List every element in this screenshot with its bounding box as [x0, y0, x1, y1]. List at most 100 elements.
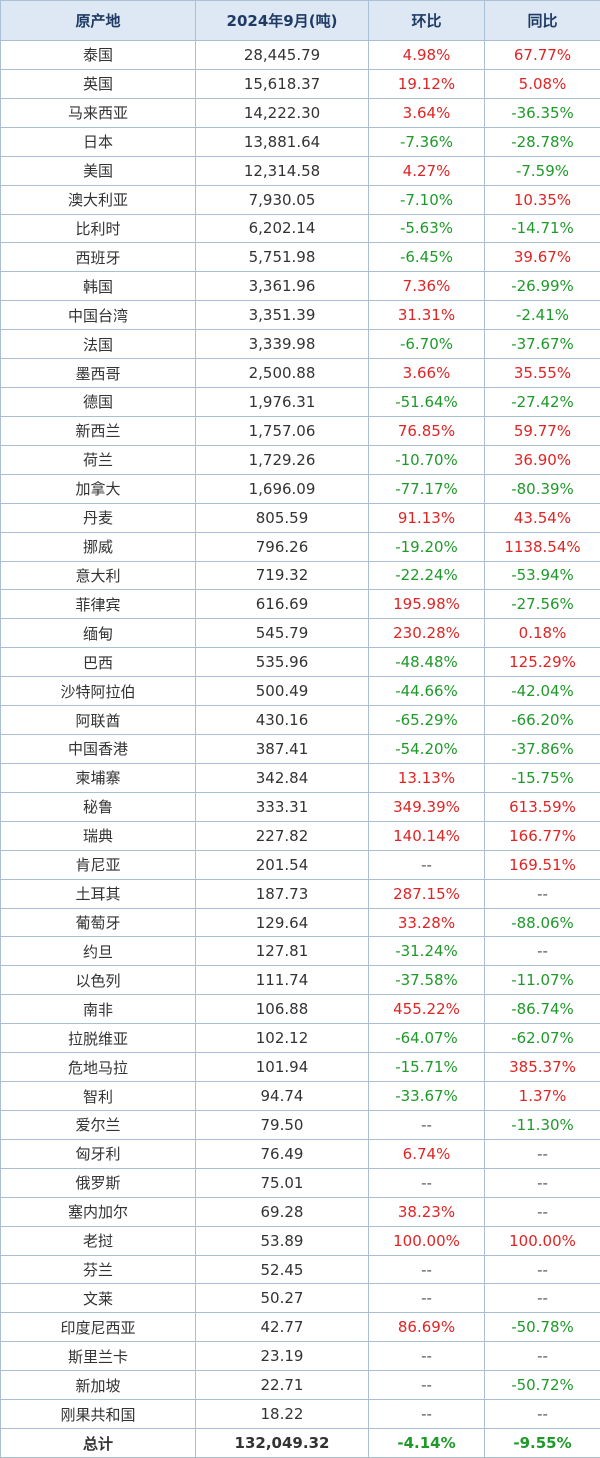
- table-cell: 1138.54%: [485, 533, 600, 562]
- table-cell: 79.50: [196, 1110, 369, 1140]
- table-cell: 125.29%: [485, 648, 600, 678]
- table-cell: 原产地: [1, 1, 196, 41]
- table-cell: 5.08%: [485, 70, 600, 99]
- table-cell: 69.28: [196, 1197, 369, 1227]
- table-cell: 美国: [1, 156, 196, 186]
- table-cell: -7.59%: [485, 157, 600, 186]
- table-cell: 13,881.64: [196, 127, 369, 157]
- table-cell: -42.04%: [485, 677, 600, 707]
- table-cell: --: [485, 937, 600, 967]
- table-cell: 缅甸: [1, 619, 196, 649]
- table-cell: -50.78%: [485, 1313, 600, 1343]
- table-cell: 545.79: [196, 619, 369, 649]
- table-cell: -15.75%: [485, 764, 600, 793]
- table-cell: 日本: [1, 127, 196, 157]
- table-cell: 719.32: [196, 561, 369, 591]
- table-cell: -11.30%: [485, 1111, 600, 1140]
- table-cell: -65.29%: [369, 706, 485, 736]
- table-cell: 387.41: [196, 735, 369, 764]
- table-cell: -4.14%: [369, 1429, 485, 1458]
- table-cell: --: [369, 850, 485, 880]
- table-cell: 沙特阿拉伯: [1, 677, 196, 707]
- table-cell: --: [485, 1342, 600, 1372]
- table-cell: --: [485, 1284, 600, 1314]
- table-cell: 613.59%: [485, 793, 600, 822]
- table-cell: 环比: [369, 1, 485, 41]
- table-cell: -14.71%: [485, 215, 600, 244]
- table-cell: 385.37%: [485, 1053, 600, 1083]
- table-cell: -64.07%: [369, 1024, 485, 1054]
- table-cell: 36.90%: [485, 446, 600, 475]
- table-cell: --: [369, 1255, 485, 1285]
- table-cell: 5,751.98: [196, 243, 369, 273]
- table-cell: -5.63%: [369, 214, 485, 244]
- table-cell: 106.88: [196, 995, 369, 1025]
- table-cell: 韩国: [1, 272, 196, 302]
- table-cell: 169.51%: [485, 851, 600, 880]
- table-cell: 33.28%: [369, 908, 485, 938]
- table-cell: -19.20%: [369, 532, 485, 562]
- table-cell: 1,696.09: [196, 474, 369, 504]
- table-cell: 中国台湾: [1, 301, 196, 331]
- table-cell: 西班牙: [1, 243, 196, 273]
- table-cell: -15.71%: [369, 1053, 485, 1083]
- table-cell: -26.99%: [485, 272, 600, 302]
- table-cell: -10.70%: [369, 445, 485, 475]
- table-cell: 墨西哥: [1, 359, 196, 389]
- table-cell: 76.49: [196, 1139, 369, 1169]
- table-cell: -77.17%: [369, 474, 485, 504]
- table-cell: 6,202.14: [196, 214, 369, 244]
- table-cell: 187.73: [196, 879, 369, 909]
- table-cell: 535.96: [196, 648, 369, 678]
- table-cell: 166.77%: [485, 822, 600, 851]
- table-cell: 挪威: [1, 532, 196, 562]
- table-cell: -51.64%: [369, 388, 485, 417]
- table-cell: 文莱: [1, 1284, 196, 1314]
- table-cell: -66.20%: [485, 706, 600, 736]
- table-cell: -6.70%: [369, 330, 485, 360]
- table-cell: 111.74: [196, 966, 369, 996]
- table-cell: 塞内加尔: [1, 1197, 196, 1227]
- table-cell: 100.00%: [369, 1226, 485, 1256]
- table-cell: --: [485, 1169, 600, 1198]
- table-cell: 31.31%: [369, 301, 485, 331]
- table-cell: 智利: [1, 1082, 196, 1111]
- table-cell: 42.77: [196, 1313, 369, 1343]
- table-cell: --: [369, 1168, 485, 1198]
- table-cell: --: [369, 1284, 485, 1314]
- table-cell: 芬兰: [1, 1255, 196, 1285]
- table-cell: 342.84: [196, 763, 369, 793]
- table-cell: 140.14%: [369, 821, 485, 851]
- table-cell: -2.41%: [485, 301, 600, 331]
- table-cell: --: [485, 1140, 600, 1169]
- table-cell: -22.24%: [369, 561, 485, 591]
- table-cell: -28.78%: [485, 128, 600, 157]
- table-cell: 3.64%: [369, 98, 485, 128]
- table-cell: -88.06%: [485, 909, 600, 938]
- table-cell: 同比: [485, 1, 600, 41]
- table-cell: 86.69%: [369, 1313, 485, 1343]
- table-cell: 500.49: [196, 677, 369, 707]
- table-cell: -37.67%: [485, 330, 600, 360]
- table-cell: 中国香港: [1, 735, 196, 764]
- table-cell: 德国: [1, 388, 196, 417]
- table-cell: 15,618.37: [196, 69, 369, 99]
- table-cell: 4.98%: [369, 41, 485, 70]
- table-cell: 35.55%: [485, 359, 600, 389]
- table-cell: 刚果共和国: [1, 1400, 196, 1430]
- table-cell: 59.77%: [485, 417, 600, 446]
- table-cell: 老挝: [1, 1226, 196, 1256]
- table-cell: 3.66%: [369, 359, 485, 389]
- table-cell: 丹麦: [1, 503, 196, 533]
- table-cell: 102.12: [196, 1024, 369, 1054]
- table-cell: -62.07%: [485, 1024, 600, 1054]
- table-cell: 50.27: [196, 1284, 369, 1314]
- table-cell: --: [485, 880, 600, 909]
- table-cell: 201.54: [196, 850, 369, 880]
- table-cell: 333.31: [196, 792, 369, 822]
- table-cell: 127.81: [196, 937, 369, 967]
- table-cell: 爱尔兰: [1, 1110, 196, 1140]
- table-cell: 印度尼西亚: [1, 1313, 196, 1343]
- table-cell: 荷兰: [1, 445, 196, 475]
